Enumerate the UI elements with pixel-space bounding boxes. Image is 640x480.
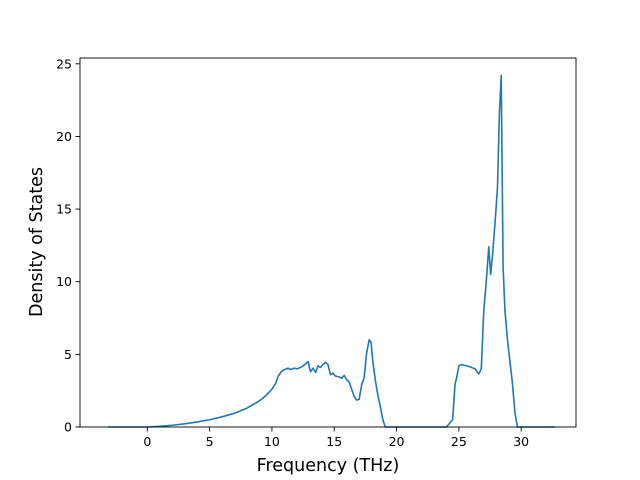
y-tick-label: 0 xyxy=(64,420,72,435)
y-tick-label: 10 xyxy=(56,274,72,289)
x-tick-label: 10 xyxy=(264,434,280,449)
series-layer xyxy=(107,74,556,428)
x-tick-label: 5 xyxy=(206,434,214,449)
y-tick-label: 5 xyxy=(64,347,72,362)
x-tick-label: 15 xyxy=(326,434,342,449)
x-axis: 0 5 10 15 20 25 30 xyxy=(143,427,529,449)
x-axis-label: Frequency (THz) xyxy=(257,456,400,476)
y-tick-label: 15 xyxy=(56,202,72,217)
x-tick-label: 20 xyxy=(389,434,405,449)
axes-frame xyxy=(79,57,577,428)
series-line-0 xyxy=(107,74,556,428)
y-axis-label: Density of States xyxy=(27,167,47,317)
y-tick-label: 25 xyxy=(56,56,72,71)
x-tick-label: 30 xyxy=(513,434,529,449)
x-tick-label: 25 xyxy=(451,434,467,449)
x-tick-label: 0 xyxy=(143,434,151,449)
axes-spines xyxy=(79,57,577,428)
y-axis: 0 5 10 15 20 25 xyxy=(56,56,80,435)
y-tick-label: 20 xyxy=(56,129,72,144)
